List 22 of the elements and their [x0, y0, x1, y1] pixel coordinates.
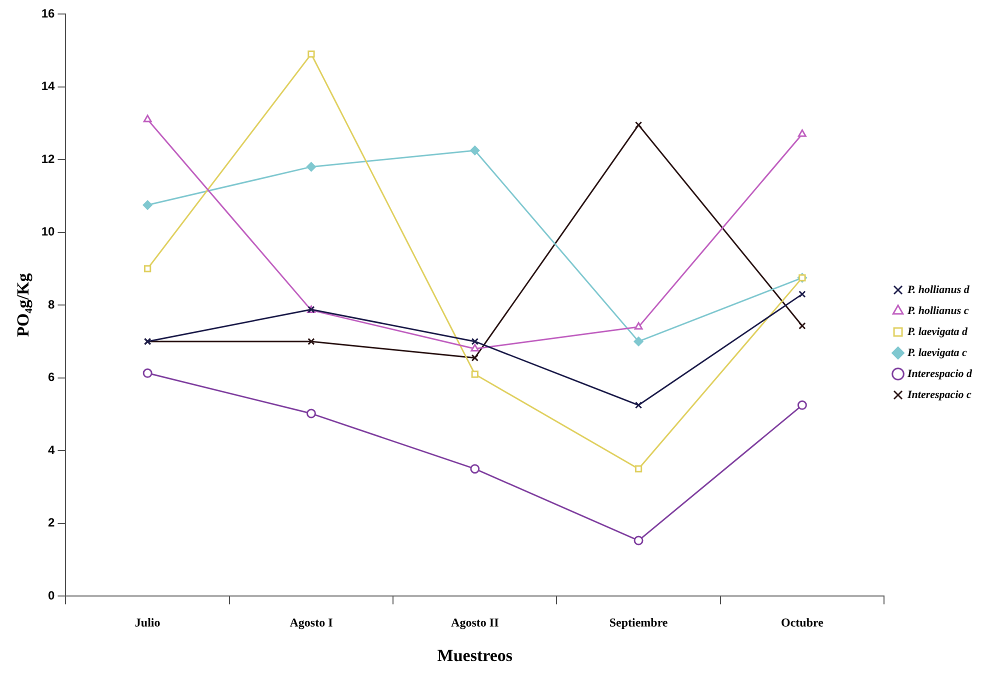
y-tick-label: 6: [48, 370, 56, 384]
y-tick-label: 12: [41, 152, 56, 166]
y-tick-label: 4: [48, 442, 56, 457]
legend-label: Interespacio d: [906, 368, 972, 380]
x-axis-title: Muestreos: [437, 646, 513, 666]
x-tick-label: Agosto I: [290, 615, 334, 630]
y-axis-title: PO₄g/Kg: [14, 272, 33, 337]
legend-label: P. hollianus d: [908, 284, 970, 296]
x-tick-label: Octubre: [780, 615, 824, 630]
legend-label: P. laevigata d: [908, 326, 968, 338]
x-tick-label: Julio: [134, 615, 160, 630]
legend-label: P. hollianus c: [908, 304, 969, 317]
y-tick-label: 16: [41, 6, 56, 20]
legend-label: Interespacio c: [906, 388, 972, 401]
x-tick-label: Septiembre: [609, 615, 668, 630]
y-tick-label: 10: [41, 224, 56, 239]
y-tick-label: 14: [41, 79, 56, 94]
legend-label: P. laevigata c: [908, 346, 968, 359]
y-tick-label: 0: [48, 588, 56, 603]
y-tick-label: 8: [48, 297, 56, 312]
x-tick-label: Agosto II: [451, 615, 500, 630]
y-tick-label: 2: [48, 516, 56, 530]
